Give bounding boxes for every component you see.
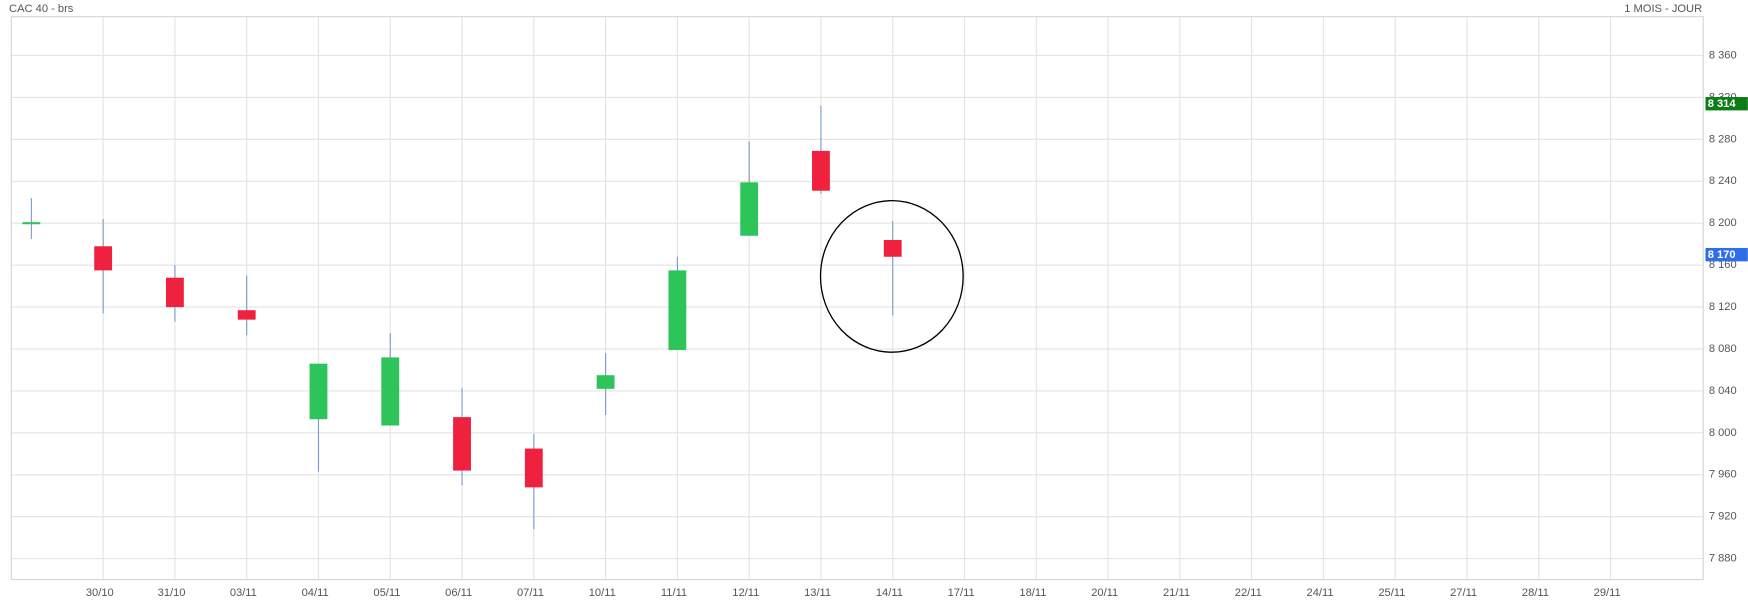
highlight-circle [819, 199, 964, 353]
x-tick-label: 27/11 [1450, 587, 1477, 599]
x-tick-label: 21/11 [1163, 587, 1190, 599]
x-tick-label: 25/11 [1378, 587, 1405, 599]
x-tick-label: 13/11 [804, 587, 831, 599]
x-tick-label: 17/11 [948, 587, 975, 599]
price-tag [1705, 97, 1748, 111]
candle-body [883, 239, 902, 257]
candle-body [453, 417, 471, 471]
x-tick-label: 12/11 [732, 587, 759, 599]
y-tick-label: 8 040 [1709, 385, 1737, 397]
y-tick-label: 8 080 [1709, 343, 1737, 355]
x-tick-label: 11/11 [661, 587, 687, 599]
x-tick-label: 10/11 [589, 587, 616, 599]
chart-title: CAC 40 - brs [9, 3, 74, 15]
plot-frame [10, 16, 1704, 581]
candle-body [237, 310, 256, 320]
candle-body [309, 363, 328, 420]
y-tick-label: 8 240 [1709, 175, 1737, 187]
y-tick-label: 7 880 [1709, 553, 1737, 565]
y-tick-label: 8 120 [1709, 301, 1737, 313]
candle-body [596, 375, 615, 389]
x-tick-label: 22/11 [1235, 587, 1262, 599]
candle-body [668, 270, 687, 351]
x-tick-label: 20/11 [1091, 587, 1118, 599]
candle-body [94, 246, 113, 271]
y-tick-label: 8 160 [1709, 259, 1737, 271]
x-tick-label: 30/10 [86, 587, 114, 599]
x-tick-label: 29/11 [1594, 587, 1621, 599]
y-tick-label: 8 000 [1709, 427, 1737, 439]
x-tick-label: 24/11 [1307, 587, 1334, 599]
candle-body [22, 222, 41, 225]
x-tick-label: 28/11 [1522, 587, 1549, 599]
chart-subtitle: 1 MOIS - JOUR [1624, 3, 1702, 15]
x-tick-label: 06/11 [445, 587, 472, 599]
y-tick-label: 8 280 [1709, 133, 1737, 145]
candle-body [812, 150, 830, 191]
x-tick-label: 14/11 [876, 587, 903, 599]
candle-body [166, 277, 184, 308]
price-tag-label: 8 170 [1708, 249, 1736, 261]
price-tag [1705, 247, 1748, 262]
candle-body [524, 448, 543, 488]
candle-body [381, 357, 400, 426]
x-tick-label: 31/10 [158, 587, 186, 599]
y-tick-label: 7 960 [1709, 469, 1737, 481]
y-tick-label: 7 920 [1709, 511, 1737, 523]
x-tick-label: 05/11 [373, 587, 400, 599]
x-tick-label: 04/11 [302, 587, 329, 599]
y-tick-label: 8 200 [1709, 217, 1737, 229]
x-tick-label: 18/11 [1019, 587, 1046, 599]
x-tick-label: 07/11 [517, 587, 544, 599]
candle-body [740, 182, 759, 236]
x-tick-label: 03/11 [230, 587, 257, 599]
y-tick-label: 8 360 [1709, 49, 1737, 61]
price-tag-label: 8 314 [1708, 98, 1737, 110]
